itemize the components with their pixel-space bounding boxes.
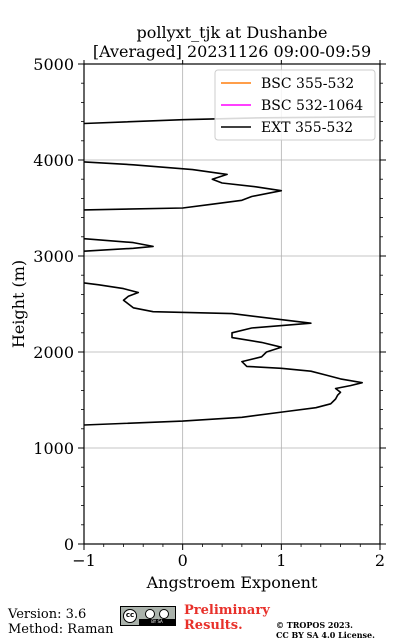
y-tick-label: 2000 [33,343,74,362]
copyright-text: © TROPOS 2023. CC BY SA 4.0 License. [276,620,375,640]
method-text: Method: Raman [8,622,114,637]
legend-label: BSC 355-532 [261,76,354,92]
cc-badge-strip: BY SA [139,619,175,625]
preliminary-results-text: Preliminary Results. [184,603,270,633]
legend-box [214,69,376,141]
y-tick-label: 0 [64,535,74,554]
by-icon [145,609,155,619]
y-axis-label: Height (m) [9,260,28,348]
y-tick-label: 1000 [33,439,74,458]
cc-icon: cc [123,609,137,623]
chart-title-line2: [Averaged] 20231126 09:00-09:59 [93,42,371,61]
sa-icon [159,609,169,619]
copyright-line2: CC BY SA 4.0 License. [276,630,375,640]
cc-license-badge: cc BY SA [120,606,176,626]
x-tick-label: −1 [72,551,96,570]
series-line-ext-355-532 [84,161,283,211]
x-axis-label: Angstroem Exponent [146,573,318,592]
legend-label: BSC 532-1064 [261,98,363,114]
preliminary-line1: Preliminary [184,603,270,618]
preliminary-line2: Results. [184,618,243,633]
y-tick-label: 5000 [33,55,74,74]
plot-frame [83,63,381,545]
series-line-ext-355-532 [84,237,154,252]
copyright-line1: © TROPOS 2023. [276,620,353,630]
series-line-ext-355-532 [84,282,363,426]
x-tick-label: 1 [276,551,286,570]
y-tick-label: 4000 [33,151,74,170]
y-tick-label: 3000 [33,247,74,266]
x-tick-label: 2 [375,551,385,570]
plot-area [84,116,376,426]
chart-title-line1: pollyxt_tjk at Dushanbe [136,23,327,42]
legend: BSC 355-532 BSC 532-1064 EXT 355-532 [214,69,376,141]
version-text: Version: 3.6 [8,607,87,622]
x-tick-label: 0 [178,551,188,570]
legend-label: EXT 355-532 [261,120,353,136]
